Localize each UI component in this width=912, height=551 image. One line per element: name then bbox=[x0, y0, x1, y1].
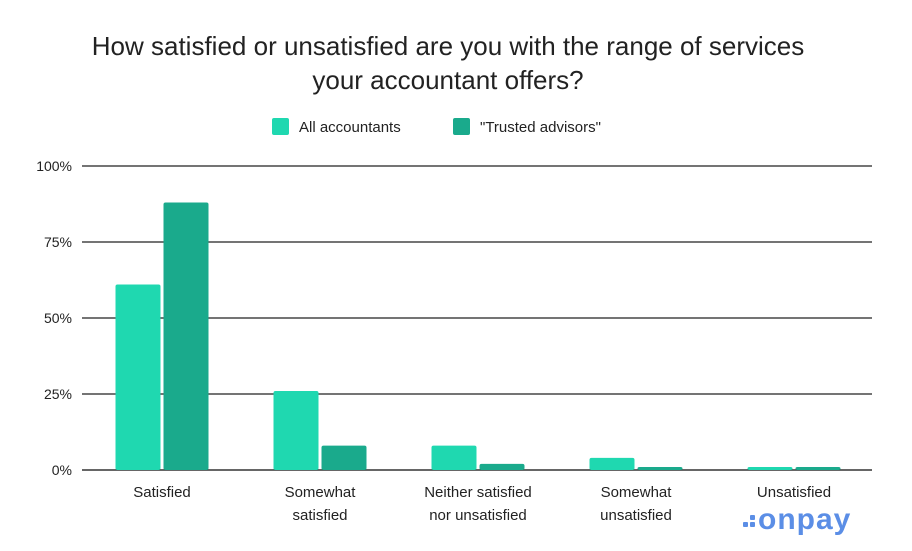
x-category-label: Satisfied bbox=[133, 484, 191, 501]
x-category-label: unsatisfied bbox=[600, 507, 672, 524]
x-category-label: Neither satisfied bbox=[424, 484, 532, 501]
y-tick-label: 0% bbox=[52, 462, 72, 478]
bar-trusted-advisors bbox=[163, 202, 209, 471]
legend-label-trusted-advisors: "Trusted advisors" bbox=[480, 119, 601, 136]
x-category-label: Somewhat bbox=[285, 484, 357, 501]
logo-wordmark: onpay bbox=[758, 503, 851, 536]
x-category-label: nor unsatisfied bbox=[429, 507, 527, 524]
x-category-label: satisfied bbox=[292, 507, 347, 524]
bar-trusted-advisors bbox=[795, 466, 841, 470]
bar-trusted-advisors bbox=[321, 445, 367, 470]
x-category-label: Unsatisfied bbox=[757, 484, 831, 501]
logo-dot-icon bbox=[743, 522, 748, 527]
logo-dot-icon bbox=[750, 522, 755, 527]
y-tick-label: 75% bbox=[44, 234, 72, 250]
legend-label-all-accountants: All accountants bbox=[299, 119, 401, 136]
onpay-logo: onpay bbox=[743, 503, 851, 536]
legend-swatch-trusted-advisors bbox=[453, 118, 470, 135]
gridlines bbox=[82, 165, 872, 471]
chart-title-line: your accountant offers? bbox=[312, 65, 583, 95]
y-tick-label: 100% bbox=[36, 158, 72, 174]
bar-all-accountants bbox=[747, 466, 793, 470]
bar-trusted-advisors bbox=[637, 466, 683, 470]
y-axis-tick-labels: 0% 25% 50% 75% 100% bbox=[36, 158, 72, 478]
bar-trusted-advisors bbox=[479, 463, 525, 470]
chart-title: How satisfied or unsatisfied are you wit… bbox=[92, 31, 804, 95]
bar-all-accountants bbox=[115, 284, 161, 470]
bar-all-accountants bbox=[273, 390, 319, 470]
bars bbox=[115, 202, 841, 471]
y-tick-label: 25% bbox=[44, 386, 72, 402]
x-axis-category-labels: Satisfied Somewhat satisfied Neither satisf… bbox=[133, 484, 831, 524]
logo-dot-icon bbox=[750, 515, 755, 520]
chart-title-line: How satisfied or unsatisfied are you wit… bbox=[92, 31, 804, 61]
legend: All accountants "Trusted advisors" bbox=[272, 118, 601, 136]
x-category-label: Somewhat bbox=[601, 484, 673, 501]
y-tick-label: 50% bbox=[44, 310, 72, 326]
bar-all-accountants bbox=[431, 445, 477, 470]
bar-all-accountants bbox=[589, 457, 635, 470]
legend-swatch-all-accountants bbox=[272, 118, 289, 135]
